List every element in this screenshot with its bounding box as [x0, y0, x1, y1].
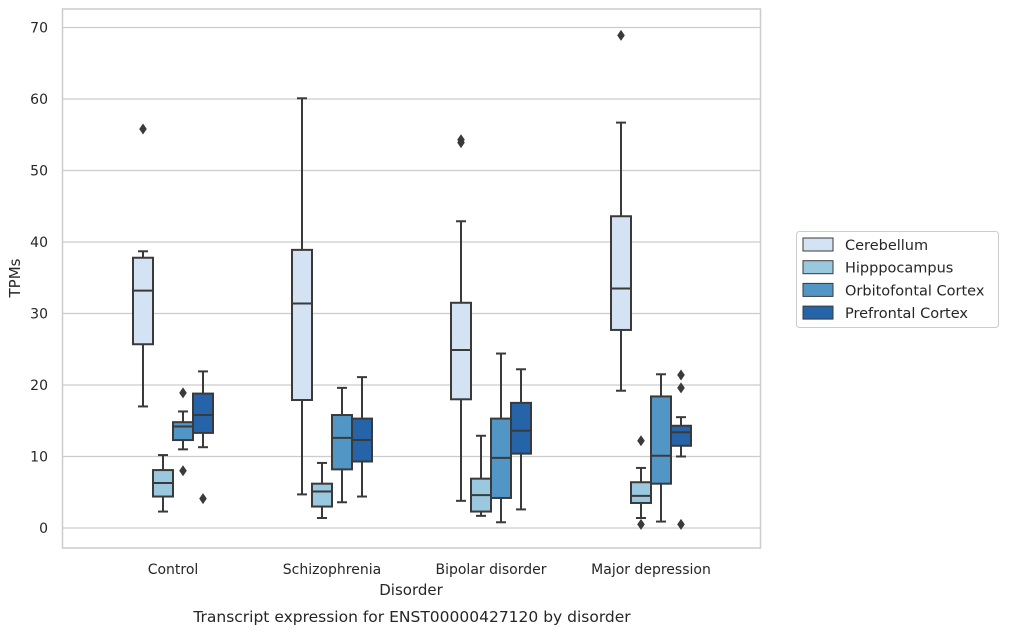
- outlier-point: [457, 134, 465, 146]
- box-cerebellum-2: [291, 97, 313, 496]
- box-iqr: [510, 401, 532, 455]
- grid-lines: [62, 26, 761, 529]
- plot-frame: [61, 8, 762, 549]
- legend-frame: [796, 231, 999, 328]
- y-tick-label: 40: [30, 235, 48, 251]
- box-iqr: [331, 414, 353, 471]
- box-orbitofontal-cortex-1: [172, 387, 194, 477]
- y-tick-label: 20: [30, 378, 48, 394]
- box-iqr: [630, 481, 652, 504]
- box-plot-area: [132, 29, 692, 530]
- x-tick-label: Control: [148, 562, 199, 578]
- x-axis-ticks: Control Schizophrenia Bipolar disorder Majo…: [148, 562, 711, 578]
- outlier-point: [637, 518, 645, 530]
- outlier-point: [677, 382, 685, 394]
- box-orbitofontal-cortex-4: [650, 373, 672, 523]
- y-axis-label: TPMs: [6, 258, 24, 298]
- legend-label: Prefrontal Cortex: [845, 306, 968, 322]
- legend-label: Hipppocampus: [845, 261, 953, 277]
- legend-swatch: [802, 282, 834, 297]
- x-tick-label: Major depression: [591, 562, 711, 578]
- y-tick-label: 70: [30, 21, 48, 37]
- box-orbitofontal-cortex-3: [490, 352, 512, 524]
- x-axis-label: Disorder: [379, 581, 443, 599]
- chart-caption: Transcript expression for ENST0000042712…: [192, 608, 631, 626]
- y-tick-label: 60: [30, 92, 48, 108]
- outlier-point: [199, 493, 207, 505]
- box-prefrontal-cortex-4: [670, 369, 692, 530]
- box-iqr: [450, 301, 472, 401]
- outlier-point: [179, 465, 187, 477]
- box-iqr: [650, 395, 672, 485]
- box-iqr: [670, 424, 692, 447]
- box-iqr: [132, 256, 154, 346]
- outlier-point: [637, 435, 645, 447]
- x-tick-label: Bipolar disorder: [435, 562, 546, 578]
- legend-label: Orbitofontal Cortex: [845, 283, 985, 299]
- box-hipppocampus-1: [152, 454, 174, 513]
- legend-swatch: [802, 237, 834, 252]
- y-axis-ticks: 0 10 20 30 40 50 60 70: [30, 21, 48, 538]
- box-iqr: [172, 421, 194, 442]
- box-iqr: [311, 482, 333, 508]
- y-tick-label: 10: [30, 450, 48, 466]
- box-orbitofontal-cortex-2: [331, 386, 353, 504]
- box-prefrontal-cortex-3: [510, 368, 532, 511]
- box-cerebellum-1: [132, 123, 154, 408]
- legend-swatch: [802, 305, 834, 320]
- legend: Cerebellum Hipppocampus Orbitofontal Corte…: [796, 231, 999, 328]
- box-prefrontal-cortex-1: [192, 370, 214, 505]
- y-tick-label: 0: [39, 521, 48, 537]
- box-cerebellum-3: [450, 134, 472, 502]
- legend-swatch: [802, 260, 834, 275]
- outlier-point: [677, 518, 685, 530]
- box-iqr: [291, 248, 313, 402]
- outlier-point: [179, 387, 187, 399]
- box-prefrontal-cortex-2: [351, 376, 373, 498]
- box-hipppocampus-4: [630, 435, 652, 530]
- box-hipppocampus-2: [311, 461, 333, 519]
- outlier-point: [677, 369, 685, 381]
- outlier-point: [617, 29, 625, 41]
- box-iqr: [610, 215, 632, 331]
- y-tick-label: 30: [30, 307, 48, 323]
- box-iqr: [192, 392, 214, 434]
- legend-label: Cerebellum: [845, 238, 928, 254]
- y-tick-label: 50: [30, 164, 48, 180]
- box-hipppocampus-3: [470, 434, 492, 517]
- box-cerebellum-4: [610, 29, 632, 392]
- outlier-point: [139, 123, 147, 135]
- x-tick-label: Schizophrenia: [283, 562, 381, 578]
